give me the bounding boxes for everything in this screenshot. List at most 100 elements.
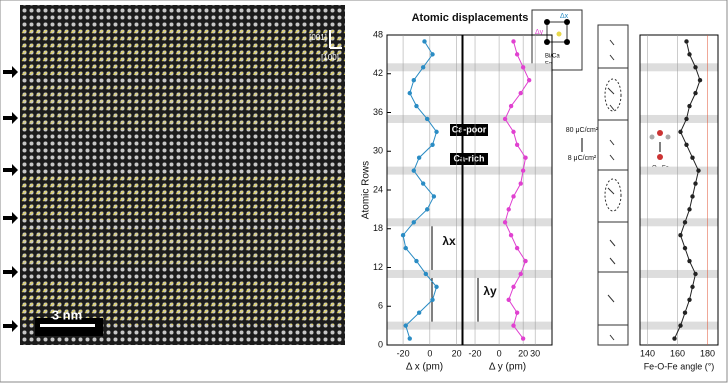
data-point [693,90,698,96]
data-point [502,116,508,122]
y-tick-label: 42 [373,68,383,78]
y-tick-label: 12 [373,262,383,272]
y-tick-label: 24 [373,184,383,194]
band [387,269,552,278]
data-point [511,39,516,44]
data-point [518,181,523,186]
y-tick-label: 48 [373,29,383,39]
annotation-bg [450,153,488,165]
legend-label: Δx [560,13,569,20]
data-point [687,103,692,109]
data-point [508,103,514,109]
data-point [678,323,683,328]
data-point [690,194,695,199]
data-point [678,129,683,135]
data-point [518,90,523,96]
plot-frame [386,34,463,346]
data-point [434,284,439,290]
data-point [672,336,677,341]
data-line [504,41,530,339]
data-point [526,78,532,83]
data-point [424,116,430,122]
x-tick-label: 20 [452,348,462,358]
data-point [687,258,692,264]
x-axis-label: Δ x (pm) [406,362,443,373]
data-point [508,233,514,238]
data-point [423,271,429,277]
data-point [687,297,692,302]
y-axis-label: Atomic Rows [361,161,372,219]
band [387,63,552,72]
x-tick-label: 0 [497,348,502,358]
data-point [511,129,516,135]
data-point [684,116,689,122]
axis-label: [001] [309,33,327,42]
data-point [514,52,520,57]
data-point [678,233,683,238]
data-point [506,297,511,302]
data-point [696,168,701,173]
data-point [520,65,526,70]
band [387,218,552,227]
plot-frame [639,34,719,346]
data-point [407,90,412,96]
data-point [511,194,516,199]
legend-label: Δy [535,29,544,36]
data-point [411,220,416,225]
data-point [514,310,520,315]
data-point [523,155,528,160]
band [640,218,718,227]
data-point [514,245,520,251]
data-point [682,220,688,225]
data-point [403,245,408,251]
band [387,166,552,175]
data-point [422,39,427,44]
data-point [682,310,688,315]
x-tick-label: 30 [530,348,540,358]
data-point [430,142,435,147]
data-point [430,297,435,302]
polar-stripes [20,30,345,325]
data-point [424,207,430,212]
y-tick-label: 18 [373,223,383,233]
x-tick-label: 180 [700,348,715,358]
data-point [690,155,695,160]
data-point [434,129,439,135]
data-point [407,336,412,341]
angle-inset [649,130,671,160]
plot-frame [462,34,553,346]
axis-label: [100] [321,53,339,62]
x-tick-label: 0 [427,348,432,358]
legend-label: Bi/Ca [545,54,560,60]
data-point [520,336,526,341]
axis-glyph [329,30,342,49]
data-point [684,142,689,147]
data-point [502,220,508,225]
band [640,269,718,278]
scale-bar-label: 3 nm [52,307,82,322]
data-point [687,52,692,57]
data-point [411,168,416,173]
band [640,166,718,175]
x-tick-label: 140 [640,348,655,358]
data-point [420,181,426,186]
x-tick-label: -20 [469,348,482,358]
data-point [514,142,520,147]
data-line [402,41,438,339]
data-point [687,207,692,212]
x-tick-label: -20 [397,348,410,358]
data-point [414,103,419,109]
row-arrows [3,66,18,332]
data-point [420,65,426,70]
band [387,321,552,330]
data-point [693,181,698,186]
scale-bar [40,324,95,327]
data-point [682,245,688,251]
legend-inset [531,9,583,71]
data-point [414,258,419,264]
data-point [416,310,422,315]
y-tick-label: 0 [378,339,383,349]
data-point [511,284,516,290]
band [640,63,718,72]
